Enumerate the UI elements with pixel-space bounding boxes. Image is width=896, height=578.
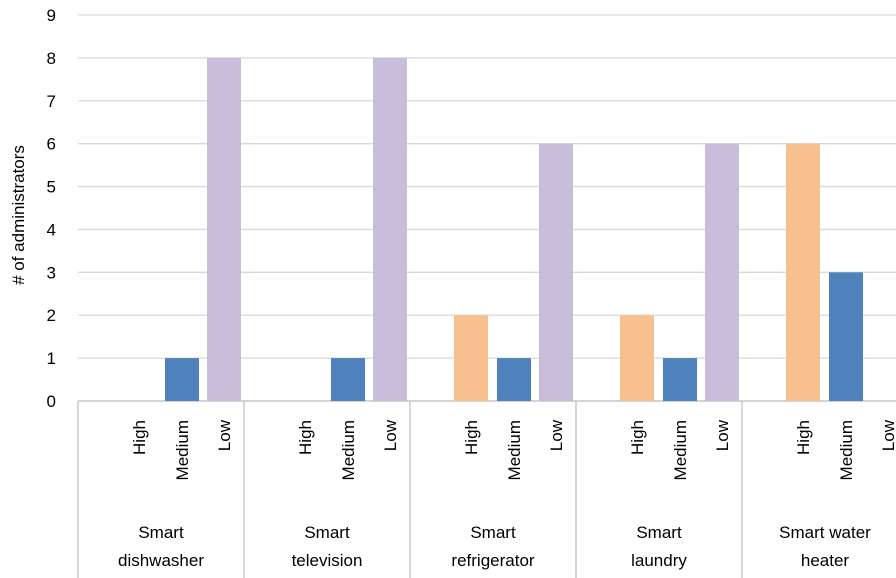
y-tick-label: 4	[47, 220, 56, 239]
y-tick-label: 8	[47, 49, 56, 68]
bar-low	[207, 57, 241, 402]
group-label: television	[292, 551, 363, 570]
level-label: Low	[215, 419, 234, 451]
level-label: Medium	[339, 420, 358, 480]
group-label: dishwasher	[118, 551, 204, 570]
group-label: Smart water	[779, 523, 871, 542]
y-tick-label: 7	[47, 92, 56, 111]
y-tick-label: 2	[47, 306, 56, 325]
bar-medium	[829, 272, 863, 401]
level-label: Low	[381, 419, 400, 451]
level-label: Low	[879, 419, 896, 451]
level-label: Medium	[505, 420, 524, 480]
bar-high	[620, 315, 654, 401]
group-label: Smart	[138, 523, 184, 542]
bar-medium	[331, 358, 365, 401]
level-label: High	[462, 420, 481, 455]
y-tick-label: 3	[47, 263, 56, 282]
group-label: Smart	[470, 523, 516, 542]
group-label: laundry	[631, 551, 687, 570]
level-label: Low	[547, 419, 566, 451]
y-tick-label: 1	[47, 349, 56, 368]
level-label: High	[296, 420, 315, 455]
bar-low	[539, 143, 573, 401]
level-label: Medium	[173, 420, 192, 480]
bar-high	[454, 315, 488, 401]
level-label: Medium	[837, 420, 856, 480]
group-label: refrigerator	[451, 551, 534, 570]
group-label: Smart	[636, 523, 682, 542]
y-tick-label: 0	[47, 392, 56, 411]
y-tick-label: 6	[47, 135, 56, 154]
level-label: High	[794, 420, 813, 455]
group-label: Smart	[304, 523, 350, 542]
bar-medium	[497, 358, 531, 401]
bar-medium	[663, 358, 697, 401]
bar-low	[705, 143, 739, 401]
y-tick-label: 5	[47, 178, 56, 197]
level-label: High	[130, 420, 149, 455]
bar-high	[786, 143, 820, 401]
bar-low	[373, 57, 407, 402]
bar-medium	[165, 358, 199, 401]
level-label: Low	[713, 419, 732, 451]
y-tick-label: 9	[47, 6, 56, 25]
level-label: Medium	[671, 420, 690, 480]
level-label: High	[628, 420, 647, 455]
group-label: heater	[801, 551, 850, 570]
y-axis-title: # of administrators	[9, 145, 28, 285]
